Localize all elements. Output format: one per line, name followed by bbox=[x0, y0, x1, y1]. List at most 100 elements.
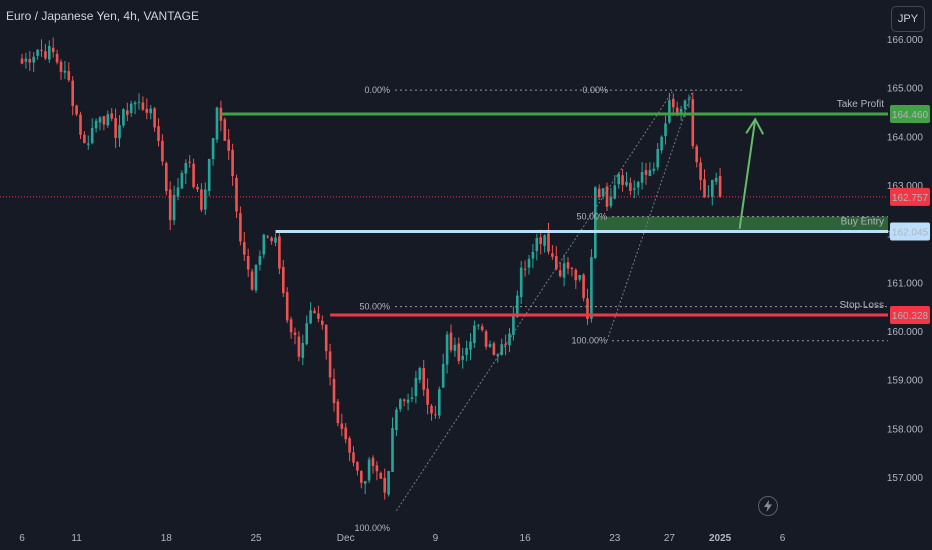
time-tick-label: 23 bbox=[609, 533, 621, 544]
price-tick-label: 163.000 bbox=[887, 181, 924, 192]
candle-body bbox=[660, 136, 663, 151]
candle-body bbox=[161, 140, 164, 162]
time-tick-label: 25 bbox=[250, 533, 262, 544]
candle-body bbox=[356, 462, 359, 471]
candle-body bbox=[410, 397, 414, 399]
price-tag-label: 160.328 bbox=[892, 311, 929, 322]
candle-body bbox=[445, 334, 449, 365]
candle-body bbox=[531, 251, 535, 259]
candle-body bbox=[157, 126, 160, 141]
candle-body bbox=[51, 47, 55, 53]
candle-body bbox=[640, 171, 644, 183]
candle-body bbox=[32, 56, 35, 63]
candle-body bbox=[352, 452, 355, 463]
candle-body bbox=[535, 238, 539, 252]
candle-body bbox=[484, 331, 488, 347]
price-tag bbox=[890, 187, 930, 206]
candle-body bbox=[504, 343, 507, 345]
fib-label: 0.00% bbox=[364, 85, 390, 95]
candle-body bbox=[590, 257, 593, 319]
candle-body bbox=[289, 319, 293, 333]
time-tick-label: 6 bbox=[19, 533, 25, 544]
lightning-icon[interactable] bbox=[758, 496, 778, 516]
candle-body bbox=[192, 163, 195, 188]
candle-body bbox=[718, 176, 722, 197]
candle-body bbox=[172, 194, 176, 221]
candle-body bbox=[664, 123, 667, 137]
candle-body bbox=[126, 110, 129, 115]
candle-body bbox=[87, 143, 90, 145]
candle-body bbox=[274, 237, 277, 243]
time-tick-label: 16 bbox=[520, 533, 532, 544]
candle-body bbox=[551, 253, 554, 257]
candle-body bbox=[395, 409, 398, 430]
fib-trendline-left bbox=[395, 89, 674, 512]
candle-body bbox=[371, 457, 375, 466]
candle-body bbox=[235, 177, 238, 212]
candle-body bbox=[278, 236, 281, 269]
candle-body bbox=[438, 389, 441, 416]
candle-body bbox=[609, 197, 613, 207]
price-tick-label: 161.000 bbox=[887, 278, 924, 289]
candle-body bbox=[656, 149, 659, 168]
chart-title: Euro / Japanese Yen, 4h, VANTAGE bbox=[6, 9, 200, 23]
candle-body bbox=[106, 114, 110, 126]
candle-body bbox=[20, 58, 24, 64]
price-tag bbox=[890, 306, 930, 325]
time-tick-label: 11 bbox=[71, 533, 82, 544]
fib-label: 50.00% bbox=[359, 302, 390, 312]
candle-body bbox=[184, 162, 188, 174]
currency-button[interactable]: JPY bbox=[891, 6, 925, 32]
price-tick-label: 159.000 bbox=[887, 376, 924, 387]
candle-body bbox=[375, 465, 379, 472]
candle-body bbox=[67, 71, 71, 81]
candle-body bbox=[262, 234, 266, 255]
candle-body bbox=[562, 263, 566, 278]
candle-body bbox=[223, 119, 227, 141]
candle-body bbox=[496, 354, 500, 357]
candle-body bbox=[613, 185, 617, 199]
target-arrow bbox=[738, 119, 757, 229]
candle-body bbox=[414, 377, 418, 396]
candle-body bbox=[430, 405, 433, 414]
candle-body bbox=[363, 480, 367, 484]
candle-body bbox=[75, 105, 78, 115]
candle-body bbox=[633, 188, 636, 190]
time-tick-label: 2025 bbox=[709, 533, 732, 544]
candle-body bbox=[477, 325, 480, 327]
candle-body bbox=[98, 117, 102, 123]
candle-body bbox=[629, 182, 632, 191]
candle-body bbox=[90, 128, 94, 144]
candle-body bbox=[332, 378, 336, 404]
candle-body bbox=[336, 401, 340, 424]
candle-body bbox=[473, 325, 476, 344]
candle-body bbox=[215, 107, 219, 140]
price-tag bbox=[890, 222, 930, 241]
candle-body bbox=[324, 324, 328, 352]
candle-body bbox=[153, 108, 156, 128]
candle-body bbox=[188, 161, 191, 163]
candle-body bbox=[426, 388, 429, 405]
candle-body bbox=[406, 399, 410, 403]
candle-body bbox=[129, 103, 133, 114]
price-tag bbox=[890, 104, 930, 123]
candle-body bbox=[133, 102, 137, 105]
candle-body bbox=[250, 271, 254, 290]
time-tick-label: 9 bbox=[433, 533, 439, 544]
candle-body bbox=[668, 100, 671, 123]
candle-body bbox=[270, 237, 273, 242]
candle-body bbox=[387, 471, 390, 495]
fib-label: 50.00% bbox=[576, 212, 607, 222]
candle-body bbox=[679, 108, 683, 114]
candle-body bbox=[176, 187, 180, 197]
candle-body bbox=[204, 189, 207, 210]
candle-body bbox=[434, 414, 437, 416]
candle-body bbox=[79, 114, 82, 135]
candle-body bbox=[211, 138, 215, 160]
candle-body bbox=[714, 177, 718, 182]
candle-body bbox=[687, 98, 691, 100]
candle-body bbox=[285, 292, 289, 321]
candle-body bbox=[305, 323, 308, 345]
candle-body bbox=[40, 49, 43, 51]
